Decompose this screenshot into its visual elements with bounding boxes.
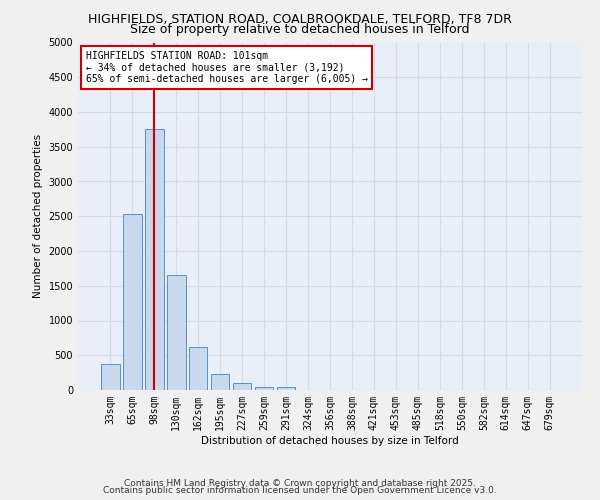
X-axis label: Distribution of detached houses by size in Telford: Distribution of detached houses by size … [201,436,459,446]
Bar [255,386,274,390]
Bar [123,214,142,390]
Text: Contains HM Land Registry data © Crown copyright and database right 2025.: Contains HM Land Registry data © Crown c… [124,478,476,488]
Bar [277,386,295,390]
Bar [211,374,229,390]
Bar [145,128,164,390]
Y-axis label: Number of detached properties: Number of detached properties [33,134,43,298]
Bar [189,347,208,390]
Bar [167,276,185,390]
Bar [101,364,119,390]
Text: Contains public sector information licensed under the Open Government Licence v3: Contains public sector information licen… [103,486,497,495]
Text: HIGHFIELDS, STATION ROAD, COALBROOKDALE, TELFORD, TF8 7DR: HIGHFIELDS, STATION ROAD, COALBROOKDALE,… [88,12,512,26]
Bar [233,383,251,390]
Text: Size of property relative to detached houses in Telford: Size of property relative to detached ho… [130,22,470,36]
Text: HIGHFIELDS STATION ROAD: 101sqm
← 34% of detached houses are smaller (3,192)
65%: HIGHFIELDS STATION ROAD: 101sqm ← 34% of… [86,51,368,84]
